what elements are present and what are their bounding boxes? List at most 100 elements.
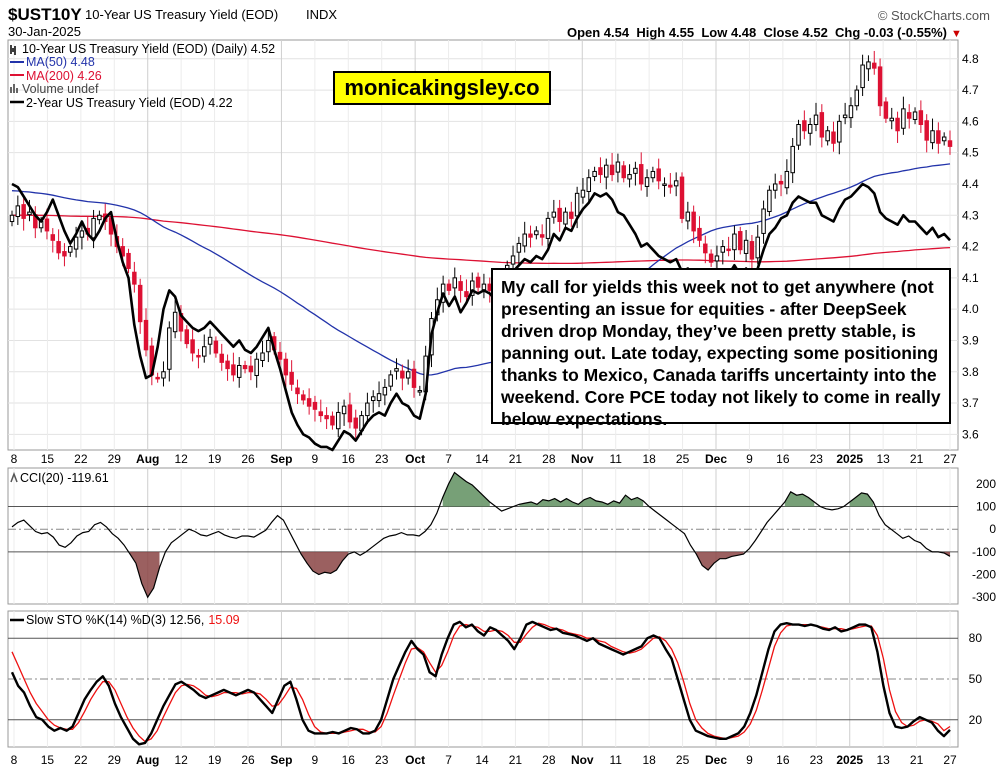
candlestick — [569, 201, 574, 227]
candlestick — [714, 245, 720, 270]
cci-oversold-area — [301, 551, 349, 575]
candlestick — [318, 399, 324, 423]
candlestick — [219, 343, 224, 371]
sto-panel: 80 50 20 Slow STO %K(14) %D(3) 12.56, 15.09 — [7, 610, 983, 748]
candlestick — [889, 107, 894, 130]
candlestick — [732, 225, 737, 261]
candlestick — [382, 378, 388, 406]
candlestick — [720, 239, 726, 265]
candlestick — [79, 224, 85, 250]
x-tick-label: 12 — [174, 452, 188, 466]
candlestick — [883, 97, 889, 123]
chg-down-icon: ▼ — [951, 28, 962, 40]
volume-icon — [10, 84, 18, 93]
y-tick-label: 4.1 — [962, 271, 979, 285]
candlestick — [609, 152, 615, 182]
candlestick — [126, 248, 131, 274]
candlestick — [580, 178, 586, 204]
legend-volume: Volume undef — [22, 82, 99, 96]
candlestick — [260, 340, 265, 368]
y-tick-label: 200 — [976, 477, 996, 491]
x-tick-label: 25 — [676, 452, 690, 466]
candlestick — [854, 85, 860, 111]
candlestick — [347, 392, 353, 429]
legend-sto-d: 15.09 — [208, 613, 239, 627]
x-tick-label: 19 — [208, 753, 222, 767]
candlestick — [213, 336, 219, 358]
candlestick — [56, 229, 61, 260]
x-tick-label: Nov — [571, 452, 594, 466]
candlestick — [161, 361, 166, 387]
x-tick-label: 21 — [910, 753, 924, 767]
y-tick-label: 4.5 — [962, 146, 979, 160]
candlestick — [301, 390, 306, 405]
candlestick — [708, 249, 714, 267]
candlestick — [621, 161, 626, 183]
x-tick-label: 16 — [776, 753, 790, 767]
cci-oversold-area — [130, 551, 160, 598]
candlestick — [365, 392, 370, 425]
x-tick-label: 8 — [11, 452, 18, 466]
candlestick — [394, 358, 399, 380]
y-tick-label: 20 — [969, 713, 983, 727]
y-tick-label: 4.8 — [962, 52, 979, 66]
candlestick — [9, 210, 15, 227]
candlestick — [627, 164, 632, 188]
candlestick — [132, 261, 137, 293]
candlestick — [143, 308, 149, 357]
candlestick — [941, 132, 947, 146]
x-tick-label: 23 — [810, 452, 824, 466]
x-tick-label: 7 — [445, 452, 452, 466]
candlestick — [295, 379, 300, 404]
x-tick-label: 9 — [746, 452, 753, 466]
y-tick-label: 4.2 — [962, 240, 979, 254]
x-tick-label: 22 — [74, 452, 88, 466]
candlestick — [155, 372, 160, 383]
candlestick — [825, 126, 830, 146]
candlestick-icon — [10, 45, 16, 55]
candlestick — [202, 334, 207, 363]
x-tick-label: 27 — [943, 753, 957, 767]
candlestick — [767, 185, 772, 217]
candlestick — [283, 352, 289, 388]
x-tick-label: 21 — [509, 753, 523, 767]
candlestick — [749, 234, 755, 272]
ohlc-readout: Open 4.54 High 4.55 Low 4.48 Close 4.52 … — [567, 25, 947, 40]
candlestick — [336, 402, 341, 438]
candlestick — [248, 355, 254, 381]
x-tick-label: Aug — [136, 452, 159, 466]
candlestick — [236, 357, 242, 388]
x-tick-label: 29 — [108, 452, 122, 466]
cci-overbought-area — [784, 491, 815, 507]
candlestick — [726, 236, 731, 257]
candlestick — [685, 201, 691, 230]
candlestick — [912, 107, 918, 125]
candlestick — [167, 321, 172, 382]
x-tick-label: 21 — [910, 452, 924, 466]
candlestick — [679, 172, 685, 224]
y-tick-label: 4.4 — [962, 177, 979, 191]
y-tick-label: -100 — [972, 545, 996, 559]
candlestick — [831, 121, 836, 152]
candlestick — [866, 55, 871, 81]
candlestick — [388, 370, 393, 391]
candlestick — [860, 54, 865, 97]
candlestick — [266, 332, 271, 363]
candlestick — [312, 395, 318, 422]
candlestick — [91, 209, 96, 249]
candlestick — [370, 390, 376, 413]
x-tick-label: 23 — [375, 452, 389, 466]
y-tick-label: 3.8 — [962, 365, 979, 379]
candlestick — [452, 267, 458, 297]
candlestick — [15, 195, 21, 225]
candlestick — [97, 210, 102, 225]
candlestick — [464, 279, 469, 304]
candlestick — [534, 226, 539, 240]
candlestick — [796, 119, 801, 150]
candlestick — [376, 381, 382, 408]
chart-date: 30-Jan-2025 — [8, 24, 81, 39]
candlestick — [324, 407, 329, 430]
candlestick — [475, 272, 481, 292]
x-tick-label: Oct — [405, 753, 425, 767]
candlestick — [306, 388, 312, 415]
